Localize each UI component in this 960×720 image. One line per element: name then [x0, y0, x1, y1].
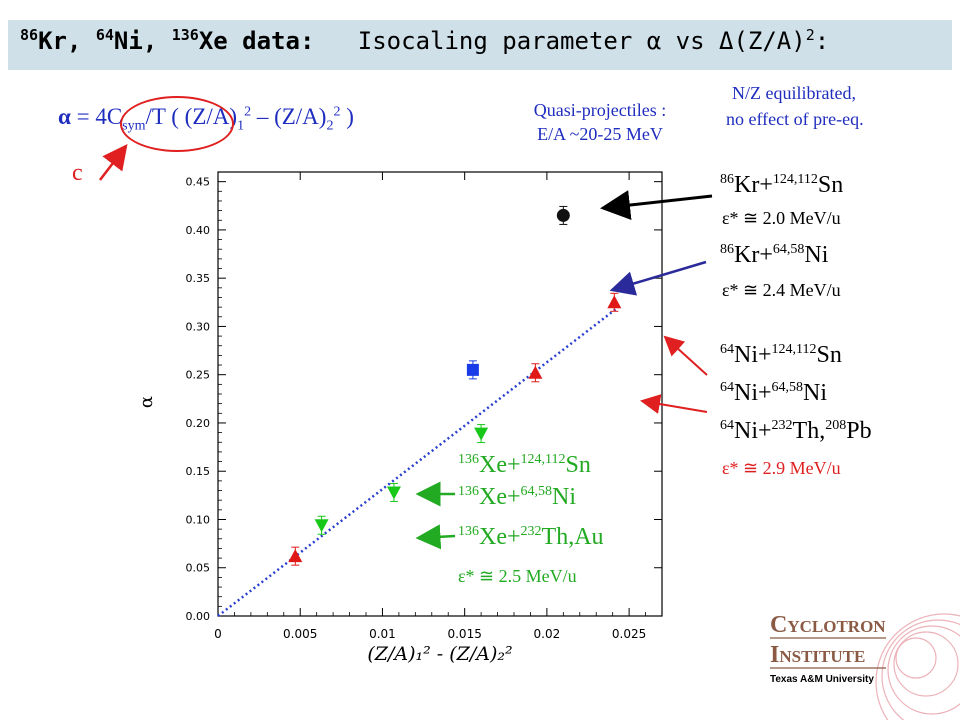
label-kr-sn: 86Kr+124,112Sn — [720, 172, 844, 198]
nz-line-1: N/Z equilibrated, — [732, 83, 856, 103]
label-kr-sn-energy: ε* ≅ 2.0 MeV/u — [722, 208, 841, 228]
y-axis-label: α — [136, 396, 157, 408]
quasi-projectiles-note: Quasi-projectiles : E/A ~20-25 MeV — [490, 98, 710, 146]
arrow-ni-sn — [663, 335, 708, 376]
y-tick-label: 0.10 — [186, 513, 211, 526]
y-tick-label: 0.05 — [186, 562, 211, 575]
nz-line-2: no effect of pre-eq. — [726, 109, 864, 129]
data-point-square — [466, 363, 479, 376]
logo-line-1: CYCLOTRON — [770, 612, 886, 638]
nz-note: N/Z equilibrated, no effect of pre-eq. — [726, 80, 864, 132]
label-xe-ni: 136Xe+64,58Ni — [458, 484, 577, 510]
x-tick-label: 0.025 — [612, 627, 646, 641]
axis-ticks — [217, 172, 662, 617]
label-xe-sn: 136Xe+124,112Sn — [458, 452, 591, 478]
highlight-ellipse — [120, 96, 234, 152]
label-kr-ni-energy: ε* ≅ 2.4 MeV/u — [722, 280, 841, 300]
arrow-ni-ni — [640, 394, 708, 414]
logo-line-2: INSTITUTE — [770, 642, 865, 668]
quasi-line-1: Quasi-projectiles : — [533, 100, 667, 120]
x-tick-label: 0.015 — [447, 627, 481, 641]
arrow-kr-sn — [600, 190, 713, 220]
label-ni-sn: 64Ni+124,112Sn — [720, 342, 842, 368]
y-tick-label: 0.15 — [186, 465, 211, 478]
data-points — [288, 205, 622, 566]
arrow-xe-th — [415, 524, 456, 550]
axis-tick-labels: 0 0.005 0.01 0.015 0.02 0.025 0.00 0.05 0.10 0.15… — [186, 176, 647, 641]
data-point-circle — [556, 208, 570, 222]
y-tick-label: 0.20 — [186, 417, 211, 430]
data-point-triangle-up — [288, 549, 303, 563]
y-tick-label: 0.40 — [186, 224, 211, 237]
x-axis-label: (Z/A)₁² - (Z/A)₂² — [367, 643, 512, 665]
y-tick-label: 0.30 — [186, 320, 211, 333]
label-ni-energy: ε* ≅ 2.9 MeV/u — [722, 458, 841, 478]
label-ni-pb: 64Ni+232Th,208Pb — [720, 418, 872, 444]
label-ni-ni: 64Ni+64,58Ni — [720, 380, 828, 406]
c-label: c — [72, 160, 83, 186]
page-title: 86Kr, 64Ni, 136Xe data: Isocaling parame… — [20, 26, 830, 55]
label-kr-ni: 86Kr+64,58Ni — [720, 242, 829, 268]
x-tick-label: 0.005 — [283, 627, 317, 641]
data-point-triangle-down — [386, 486, 401, 500]
arrow-c — [99, 144, 128, 181]
y-tick-label: 0.35 — [186, 272, 211, 285]
title-bar — [8, 20, 952, 70]
data-point-triangle-up — [528, 365, 543, 379]
title-rest: Isocaling parameter α vs Δ(Z/A)2: — [357, 26, 830, 55]
data-point-triangle-down — [314, 519, 329, 533]
x-tick-label: 0.01 — [369, 627, 396, 641]
label-xe-th: 136Xe+232Th,Au — [458, 524, 604, 550]
data-point-triangle-down — [474, 427, 489, 441]
label-xe-energy: ε* ≅ 2.5 MeV/u — [458, 566, 577, 586]
data-point-triangle-up — [607, 295, 622, 309]
x-tick-label: 0 — [214, 627, 222, 641]
arrow-kr-ni — [609, 260, 707, 296]
x-tick-label: 0.02 — [534, 627, 561, 641]
cyclotron-institute-logo: CYCLOTRON INSTITUTE Texas A&M University — [770, 612, 960, 720]
logo-swirl — [875, 613, 960, 720]
y-tick-label: 0.00 — [186, 610, 211, 623]
logo-line-3: Texas A&M University — [770, 674, 874, 685]
quasi-line-2: E/A ~20-25 MeV — [537, 124, 663, 144]
y-tick-label: 0.45 — [186, 176, 211, 189]
y-tick-label: 0.25 — [186, 369, 211, 382]
